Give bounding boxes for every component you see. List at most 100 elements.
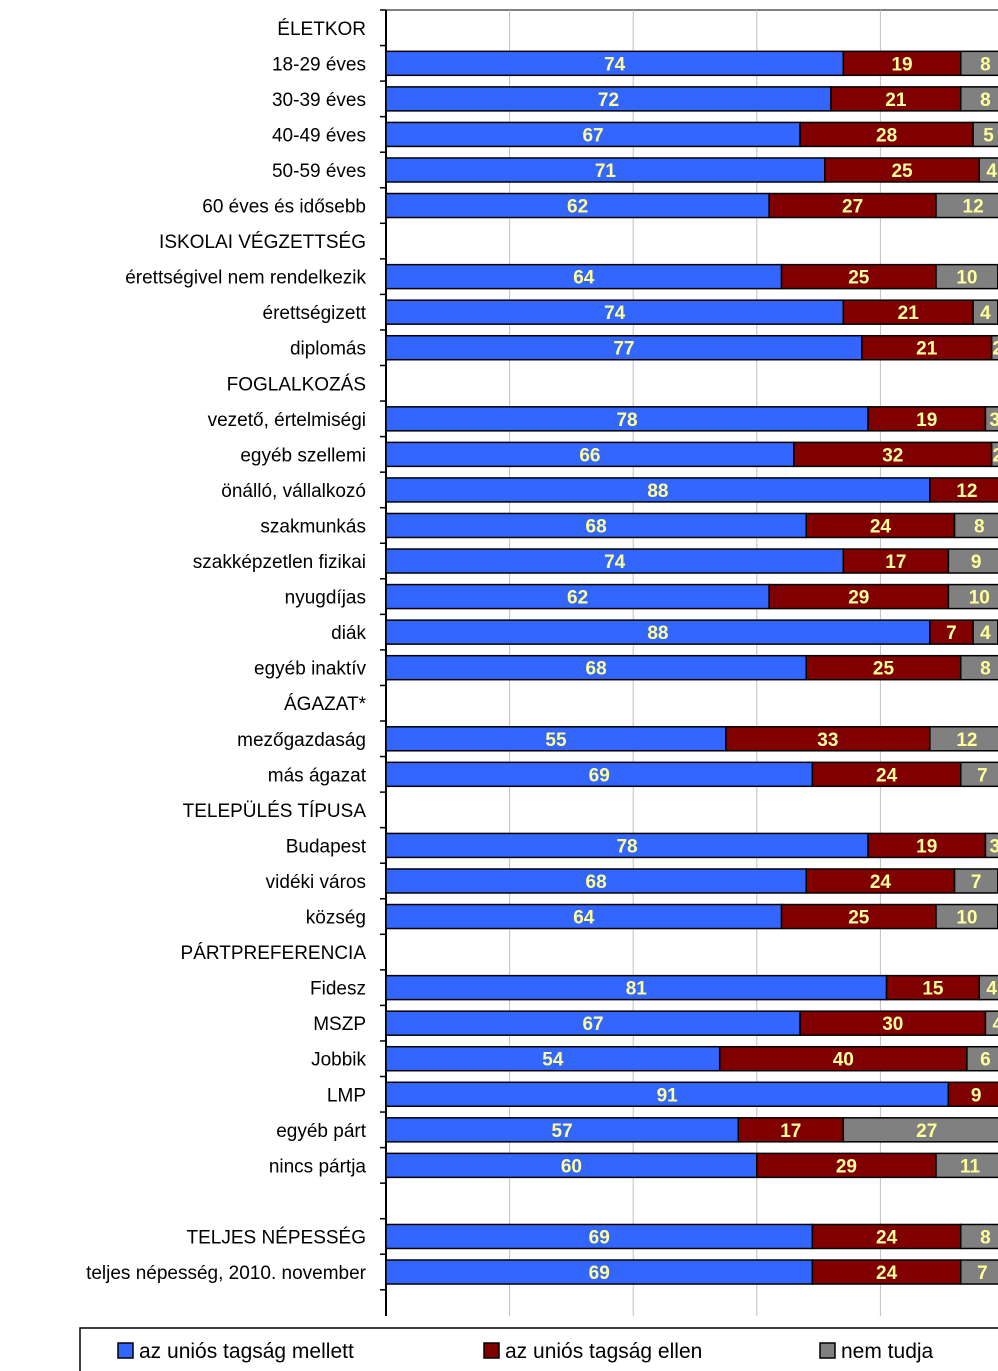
bar-segment <box>959 654 998 681</box>
data-label: 3 <box>989 836 998 857</box>
category-label: MSZP <box>313 1014 366 1035</box>
data-label: 10 <box>956 908 977 929</box>
bar-segment <box>385 832 869 859</box>
category-label: 60 éves és idősebb <box>202 197 366 218</box>
bar-segment <box>959 50 998 77</box>
category-label: diák <box>331 623 366 644</box>
bar-segment <box>929 726 998 752</box>
data-label: 28 <box>876 125 897 146</box>
data-label: 4 <box>980 303 991 324</box>
bar-segment <box>947 548 998 574</box>
data-label: 9 <box>971 552 982 573</box>
data-label: 25 <box>891 161 913 182</box>
bar-segment <box>959 761 998 788</box>
legend-label: az uniós tagság mellett <box>139 1340 354 1363</box>
data-label: 67 <box>582 125 603 146</box>
data-label: 21 <box>916 339 938 360</box>
data-label: 74 <box>604 303 626 324</box>
category-label: ISKOLAI VÉGZETTSÉG <box>159 232 366 253</box>
data-label: 74 <box>604 54 626 75</box>
bar-segment <box>780 263 937 290</box>
category-label: egyéb párt <box>276 1121 367 1142</box>
bar-segment <box>385 299 845 325</box>
bar-segment <box>947 583 998 610</box>
category-labels: ÉLETKOR 18-29 éves 30-39 éves 40-49 éves 50-… <box>86 19 367 1284</box>
data-label: 66 <box>579 445 600 466</box>
bar-segment <box>972 121 998 148</box>
data-label: 6 <box>980 1050 991 1071</box>
category-label: önálló, vállalkozó <box>221 481 366 502</box>
data-label: 33 <box>817 730 838 751</box>
legend-swatch <box>483 1342 500 1359</box>
bar-segment <box>385 477 931 503</box>
legend-label: nem tudja <box>841 1340 934 1363</box>
data-label: 32 <box>882 445 903 466</box>
data-label: 25 <box>848 908 870 929</box>
bar-segment <box>385 441 795 468</box>
data-label: 68 <box>586 659 607 680</box>
data-label: 4 <box>980 623 991 644</box>
category-label: FOGLALKOZÁS <box>227 374 366 395</box>
bar-segment <box>984 832 998 859</box>
data-label: 91 <box>657 1085 679 1106</box>
bar-segment <box>385 157 826 183</box>
data-label: 27 <box>916 1121 937 1142</box>
category-label: érettségizett <box>263 303 367 324</box>
data-label: 62 <box>567 197 588 218</box>
data-label: 69 <box>589 1227 610 1248</box>
data-label: 25 <box>873 659 895 680</box>
category-label: 50-59 éves <box>272 161 366 182</box>
legend-swatch <box>819 1342 836 1359</box>
category-label: 30-39 éves <box>272 90 366 111</box>
bar-segment <box>811 1223 962 1250</box>
data-label: 9 <box>971 1085 982 1106</box>
data-label: 8 <box>980 1227 991 1248</box>
bar-segment <box>811 1259 962 1285</box>
data-label: 10 <box>969 588 990 609</box>
bar-segment <box>929 477 998 503</box>
bar-segment <box>959 86 998 112</box>
data-label: 88 <box>647 481 668 502</box>
bar-segment <box>959 1259 998 1285</box>
category-label: TELJES NÉPESSÉG <box>186 1227 366 1248</box>
data-label: 19 <box>916 410 937 431</box>
bar-segment <box>805 512 956 539</box>
bar-segment <box>947 1081 998 1108</box>
data-label: 64 <box>573 908 595 929</box>
data-label: 15 <box>922 979 944 1000</box>
data-label: 7 <box>946 623 957 644</box>
data-label: 88 <box>647 623 668 644</box>
data-label: 77 <box>613 339 634 360</box>
category-label: teljes népesség, 2010. november <box>86 1263 367 1284</box>
data-label: 21 <box>898 303 920 324</box>
bar-segment <box>966 1045 998 1072</box>
bar-segment <box>842 1117 998 1143</box>
category-label: TELEPÜLÉS TÍPUSA <box>183 801 367 822</box>
bar-segment <box>799 121 974 148</box>
category-label: szakmunkás <box>260 516 366 537</box>
legend: az uniós tagság mellett az uniós tagság e… <box>79 1327 998 1371</box>
data-label: 57 <box>552 1121 573 1142</box>
data-label: 4 <box>986 161 997 182</box>
category-label: nincs pártja <box>269 1156 367 1177</box>
data-label: 71 <box>595 161 617 182</box>
category-label: más ágazat <box>268 765 367 786</box>
data-label: 5 <box>983 125 994 146</box>
category-label: 40-49 éves <box>272 125 366 146</box>
bar-segment <box>385 1117 740 1143</box>
bar-segment <box>935 192 998 219</box>
bar-segment <box>385 121 801 148</box>
data-label: 10 <box>956 268 977 289</box>
data-label: 17 <box>780 1121 801 1142</box>
data-label: 54 <box>542 1050 564 1071</box>
data-label: 24 <box>870 872 892 893</box>
bar-segment <box>780 903 937 930</box>
data-label: 7 <box>977 1263 988 1284</box>
data-label: 74 <box>604 552 626 573</box>
data-label: 60 <box>561 1156 582 1177</box>
data-label: 24 <box>876 1227 898 1248</box>
data-label: 19 <box>891 54 912 75</box>
data-label: 40 <box>833 1050 854 1071</box>
bar-segment <box>385 548 845 574</box>
